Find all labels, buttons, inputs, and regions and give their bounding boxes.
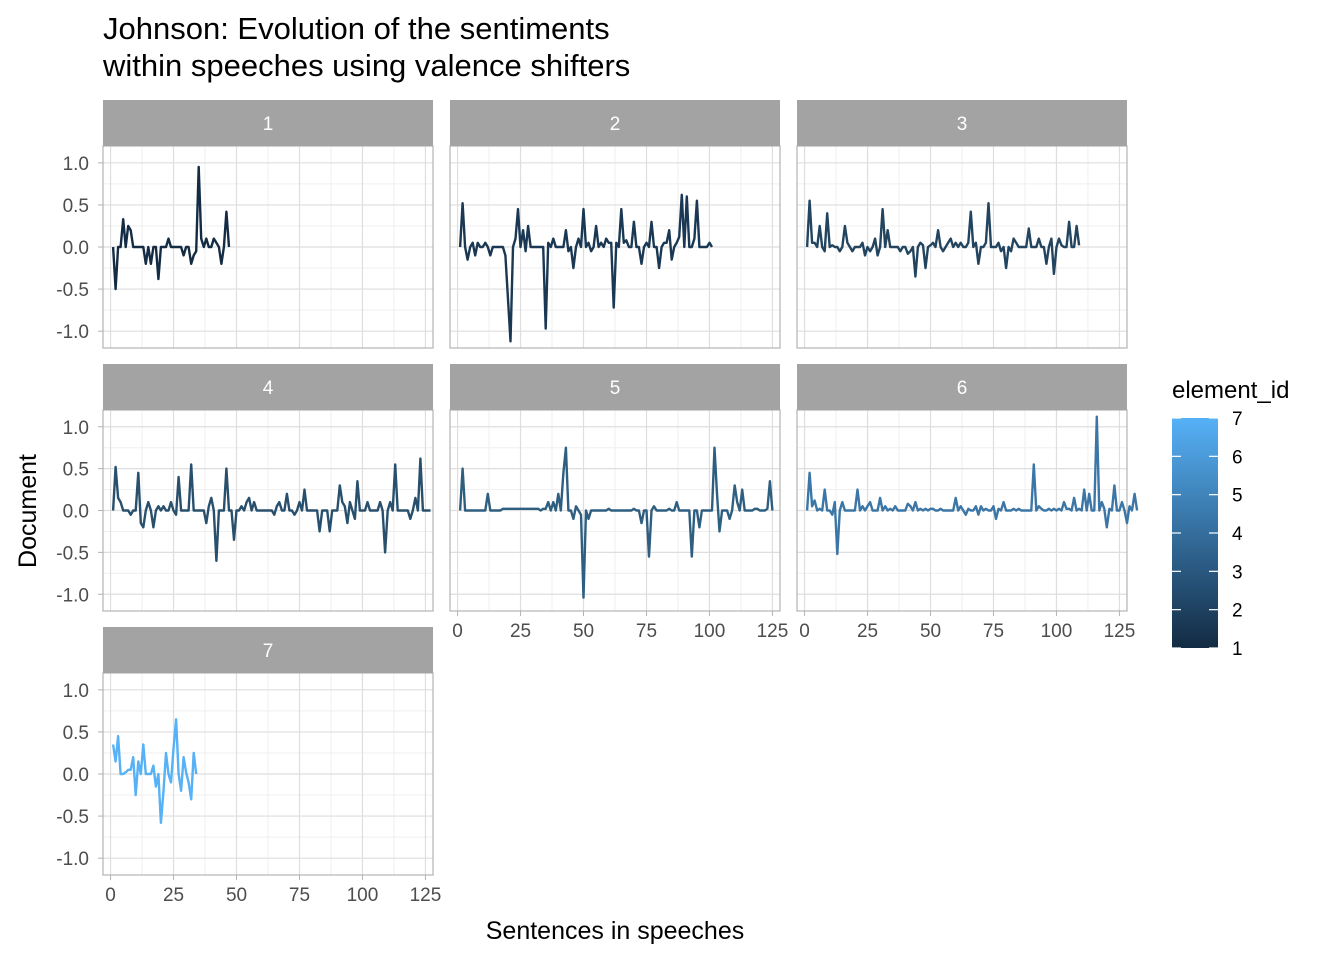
x-tick-label: 25 bbox=[857, 621, 878, 642]
legend-label: 3 bbox=[1232, 562, 1243, 583]
facet-strip bbox=[450, 364, 780, 410]
x-tick-label: 0 bbox=[799, 621, 810, 642]
x-tick-label: 75 bbox=[636, 621, 657, 642]
facet-strip bbox=[797, 364, 1127, 410]
y-tick-label: -1.0 bbox=[56, 849, 89, 870]
x-tick-label: 125 bbox=[410, 885, 442, 906]
x-tick-label: 50 bbox=[226, 885, 247, 906]
facet-strip-label: 5 bbox=[610, 378, 621, 399]
x-tick-label: 25 bbox=[510, 621, 531, 642]
facet-strip bbox=[103, 100, 433, 146]
series-line-4 bbox=[111, 457, 431, 562]
facet-strip-label: 3 bbox=[957, 114, 968, 135]
chart-title: Johnson: Evolution of the sentiments wit… bbox=[103, 10, 630, 84]
x-tick-label: 100 bbox=[347, 885, 379, 906]
y-tick-label: -0.5 bbox=[56, 280, 89, 301]
y-tick-label: -0.5 bbox=[56, 807, 89, 828]
chart-title-line-1: Johnson: Evolution of the sentiments bbox=[103, 11, 610, 46]
facet-panel-3: 3 bbox=[796, 100, 1128, 349]
legend-title: element_id bbox=[1172, 377, 1289, 404]
facet-strip-label: 7 bbox=[263, 641, 274, 662]
facet-panel-4: 4 1.0 0.5 0.0 -0.5 -1.0 bbox=[56, 364, 434, 612]
facet-panel-2: 2 bbox=[449, 100, 781, 349]
legend-label: 5 bbox=[1232, 486, 1243, 507]
y-tick-label: 1.0 bbox=[63, 154, 89, 175]
x-tick-label: 100 bbox=[694, 621, 726, 642]
facet-strip-label: 4 bbox=[263, 378, 274, 399]
facet-strip bbox=[103, 364, 433, 410]
y-tick-label: -0.5 bbox=[56, 543, 89, 564]
x-tick-label: 0 bbox=[105, 885, 116, 906]
legend-label: 1 bbox=[1232, 639, 1243, 660]
y-tick-label: 0.5 bbox=[63, 460, 89, 481]
facet-strip-label: 1 bbox=[263, 114, 274, 135]
facet-strip bbox=[797, 100, 1127, 146]
facet-panel-1: 1 1.0 0.5 0.0 -0.5 -1.0 bbox=[56, 100, 434, 349]
x-tick-label: 25 bbox=[163, 885, 184, 906]
x-axis-title: Sentences in speeches bbox=[486, 917, 745, 945]
y-tick-label: 0.0 bbox=[63, 502, 89, 523]
x-tick-label: 75 bbox=[983, 621, 1004, 642]
x-tick-label: 100 bbox=[1041, 621, 1073, 642]
chart-title-line-2: within speeches using valence shifters bbox=[103, 48, 631, 83]
y-tick-label: -1.0 bbox=[56, 322, 89, 343]
x-tick-label: 50 bbox=[573, 621, 594, 642]
legend: element_id 7 6 5 4 3 2 1 bbox=[1172, 377, 1289, 660]
y-tick-label: 0.5 bbox=[63, 723, 89, 744]
facet-strip-label: 2 bbox=[610, 114, 621, 135]
x-tick-label: 75 bbox=[289, 885, 310, 906]
y-axis-title: Document bbox=[14, 454, 42, 568]
y-tick-label: 1.0 bbox=[63, 681, 89, 702]
legend-label: 6 bbox=[1232, 447, 1243, 468]
legend-label: 4 bbox=[1232, 524, 1243, 545]
facet-strip bbox=[103, 627, 433, 673]
facet-panel-5: 50 25 50 75 100 125 bbox=[449, 364, 789, 642]
y-tick-label: 1.0 bbox=[63, 418, 89, 439]
series-line-3 bbox=[805, 199, 1081, 278]
facet-panel-6: 6 0 25 50 75 100 125 bbox=[796, 364, 1139, 642]
legend-label: 2 bbox=[1232, 601, 1243, 622]
facet-strip-label: 6 bbox=[957, 378, 968, 399]
x-tick-label: 125 bbox=[757, 621, 789, 642]
facet-strip bbox=[450, 100, 780, 146]
series-line-6 bbox=[805, 415, 1139, 556]
y-tick-label: 0.5 bbox=[63, 196, 89, 217]
y-tick-label: -1.0 bbox=[56, 585, 89, 606]
series-line-2 bbox=[458, 193, 714, 343]
x-tick-label: 50 bbox=[920, 621, 941, 642]
series-line-7 bbox=[111, 718, 198, 824]
x-tick-label: 125 bbox=[1104, 621, 1136, 642]
x-tick-label: 0 bbox=[452, 621, 463, 642]
y-tick-label: 0.0 bbox=[63, 238, 89, 259]
series-line-1 bbox=[111, 165, 231, 291]
y-tick-label: 0.0 bbox=[63, 765, 89, 786]
legend-label: 7 bbox=[1232, 409, 1243, 430]
facet-panel-7: 7 1.0 0.5 0.0 -0.5 -1.0 0 25 50 75 100 125 bbox=[56, 627, 441, 906]
series-line-5 bbox=[458, 446, 774, 599]
